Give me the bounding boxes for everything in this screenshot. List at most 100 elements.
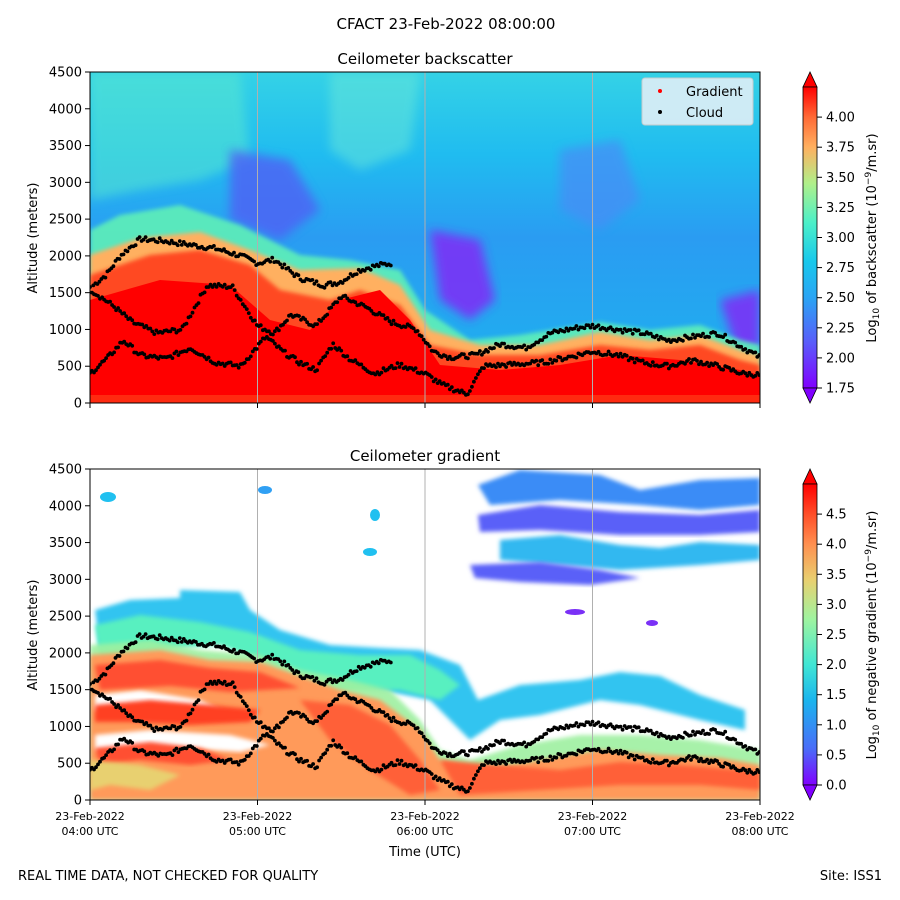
cloud-point (596, 746, 601, 751)
cloud-point (322, 682, 327, 687)
xtick-time-1: 05:00 UTC (229, 825, 286, 838)
cloud-point (270, 255, 275, 260)
cloud-point (395, 361, 400, 365)
cloud-point (745, 373, 750, 378)
cloud-point (111, 264, 116, 269)
cloud-point (723, 332, 728, 337)
colorbar1-gradient (802, 86, 818, 389)
cloud-point (415, 726, 420, 730)
cloud-point (258, 323, 263, 328)
cloud-point (285, 318, 289, 323)
cloud-point (112, 350, 116, 355)
cloud-point (369, 706, 374, 710)
cloud-point (616, 354, 621, 359)
legend-box (641, 77, 754, 126)
cloud-point (707, 761, 711, 765)
cloud-point (111, 661, 116, 666)
cloud-point (470, 781, 474, 786)
cloud-point (648, 331, 653, 336)
cloud-point (329, 305, 334, 310)
cloud-point (315, 368, 319, 373)
cloud-point (329, 346, 334, 351)
cloud-point (124, 314, 129, 319)
cloud-point (167, 638, 172, 643)
cloud-point (403, 325, 408, 329)
cloud-point (190, 310, 195, 315)
gradient-title: Ceilometer gradient (350, 447, 500, 465)
cloud-point (175, 243, 180, 248)
cloud-point (504, 762, 508, 766)
legend-gradient-label: Gradient (686, 85, 743, 100)
cloud-point (476, 769, 480, 774)
gradient-red-core-2 (95, 700, 260, 725)
cloud-point (179, 243, 184, 247)
cloud-point (104, 356, 108, 360)
backscatter-blue-patch-1 (230, 150, 320, 240)
cloud-point (242, 701, 247, 706)
cloud-point (630, 356, 635, 361)
cloud-point (389, 363, 394, 368)
cloud-point (590, 719, 595, 724)
cloud-point (258, 720, 263, 725)
cloud-point (502, 341, 506, 346)
cloud-point (707, 364, 711, 368)
cloud-point (98, 759, 102, 764)
ytick-label-0: 0 (74, 794, 82, 809)
cloud-point (346, 672, 351, 677)
cloud-point (721, 764, 725, 769)
cloud-point (368, 664, 373, 669)
cloud-point (112, 747, 116, 752)
gradient-patch-5 (565, 609, 585, 615)
cloud-point (667, 366, 671, 371)
cloud-point (468, 786, 472, 790)
cloud-point (140, 322, 145, 327)
cloud-point (157, 236, 162, 241)
cloud-point (574, 752, 579, 757)
xtick-date-0: 23-Feb-2022 (55, 810, 124, 823)
cloud-point (721, 367, 725, 372)
cloud-point (277, 344, 281, 349)
cloud-point (743, 371, 748, 376)
cloud-point (178, 725, 183, 729)
cloud-point (544, 334, 549, 339)
cloud-point (757, 750, 760, 754)
cloud-point (246, 754, 251, 758)
cloud-point (618, 724, 623, 729)
cloud-point (528, 361, 533, 366)
gradient-red-core-4 (300, 700, 440, 795)
gradient-patch-1 (100, 492, 116, 502)
cloud-point (618, 351, 623, 356)
cloud-point (482, 366, 486, 370)
cloud-point (376, 661, 381, 666)
cloud-point (98, 362, 102, 367)
cloud-point (130, 343, 135, 348)
ytick-label-4000: 4000 (49, 499, 82, 514)
cloud-point (433, 377, 438, 382)
ytick-label-4500: 4500 (49, 66, 82, 81)
cloud-point (238, 298, 243, 302)
ytick-label-1500: 1500 (49, 286, 82, 301)
backscatter-x-ticks (89, 403, 761, 408)
cloud-point (277, 741, 281, 746)
cloud-point (206, 355, 211, 360)
cloud-point (466, 392, 470, 397)
cloud-point (534, 755, 539, 760)
cloud-point (122, 708, 127, 713)
backscatter-colorbar: 1.75 2.00 2.25 2.50 2.75 3.00 3.25 3.50 3.75 4.00… (802, 71, 882, 404)
cloud-point (222, 247, 226, 252)
colorbar1-tick-label-2: 2.25 (826, 321, 855, 336)
cloud-point (604, 749, 609, 754)
cloud-point (108, 696, 112, 701)
cloud-point (427, 344, 432, 349)
cloud-point (202, 290, 207, 295)
cloud-point (403, 722, 408, 726)
cloud-point (329, 743, 334, 748)
cloud-point (656, 337, 661, 342)
cloud-point (282, 262, 287, 267)
cloud-point (108, 299, 112, 304)
cloud-point (142, 749, 147, 754)
cloud-point (388, 660, 393, 665)
cloud-point (285, 715, 289, 720)
cloud-point (554, 755, 559, 760)
cloud-point (596, 349, 601, 354)
